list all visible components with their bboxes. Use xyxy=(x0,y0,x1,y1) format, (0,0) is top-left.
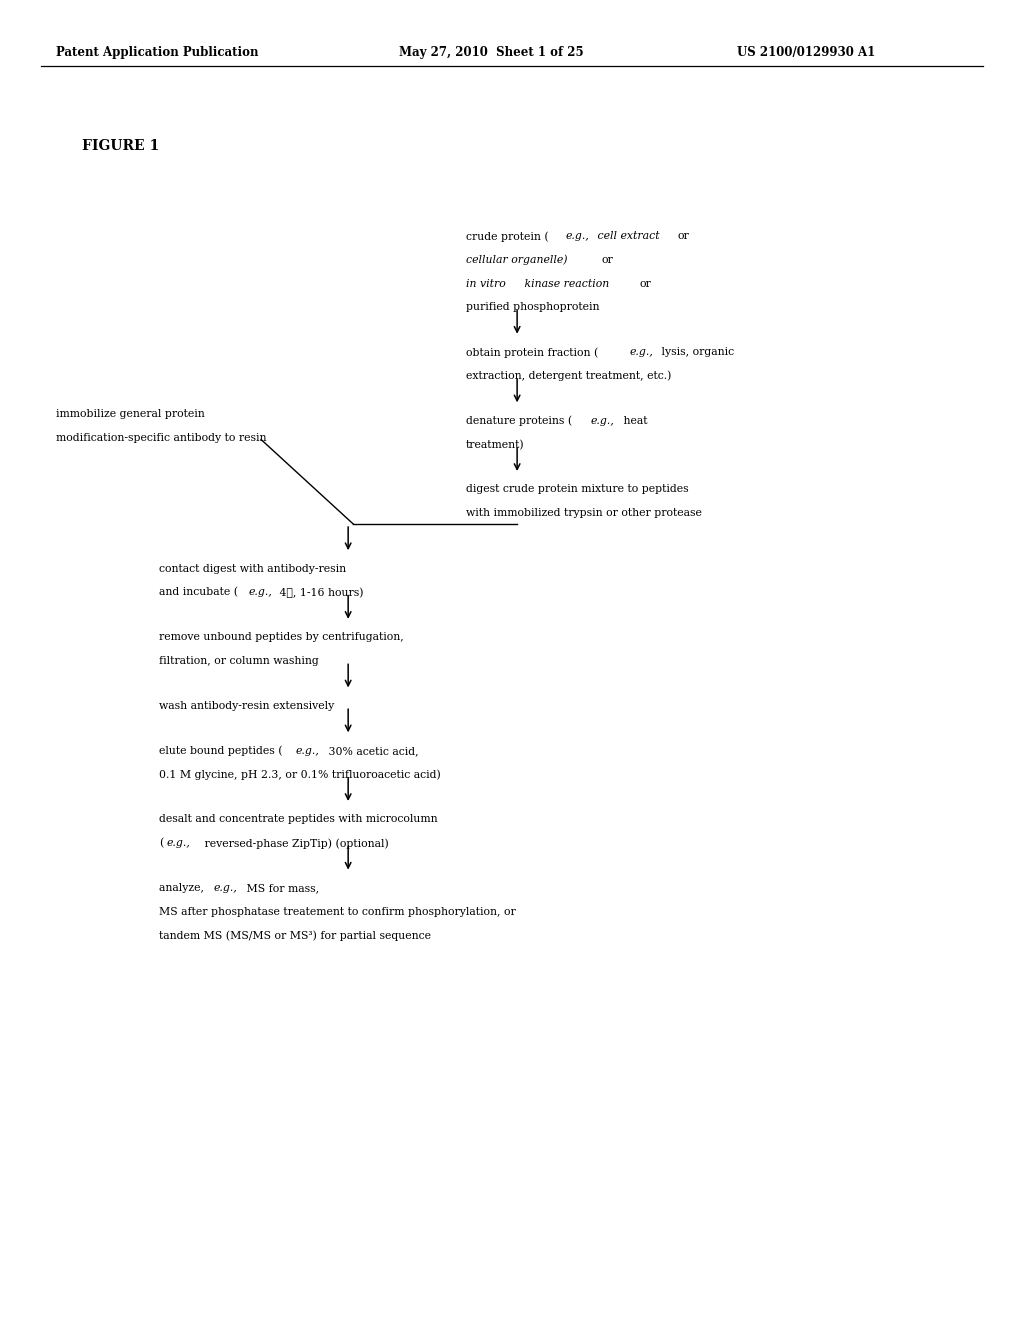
Text: tandem MS (MS/MS or MS³) for partial sequence: tandem MS (MS/MS or MS³) for partial seq… xyxy=(159,931,431,941)
Text: 4ℓ, 1-16 hours): 4ℓ, 1-16 hours) xyxy=(276,587,364,598)
Text: and incubate (: and incubate ( xyxy=(159,587,238,598)
Text: in vitro: in vitro xyxy=(466,279,506,289)
Text: or: or xyxy=(601,255,612,265)
Text: treatment): treatment) xyxy=(466,440,524,450)
Text: immobilize general protein: immobilize general protein xyxy=(56,409,205,420)
Text: obtain protein fraction (: obtain protein fraction ( xyxy=(466,347,598,358)
Text: desalt and concentrate peptides with microcolumn: desalt and concentrate peptides with mic… xyxy=(159,814,437,825)
Text: extraction, detergent treatment, etc.): extraction, detergent treatment, etc.) xyxy=(466,371,672,381)
Text: 0.1 M glycine, pH 2.3, or 0.1% trifluoroacetic acid): 0.1 M glycine, pH 2.3, or 0.1% trifluoro… xyxy=(159,770,440,780)
Text: e.g.,: e.g., xyxy=(630,347,653,358)
Text: contact digest with antibody-resin: contact digest with antibody-resin xyxy=(159,564,346,574)
Text: e.g.,: e.g., xyxy=(565,231,589,242)
Text: e.g.,: e.g., xyxy=(296,746,319,756)
Text: or: or xyxy=(640,279,651,289)
Text: e.g.,: e.g., xyxy=(591,416,614,426)
Text: e.g.,: e.g., xyxy=(167,838,190,849)
Text: or: or xyxy=(678,231,689,242)
Text: cell extract: cell extract xyxy=(594,231,664,242)
Text: crude protein (: crude protein ( xyxy=(466,231,549,242)
Text: analyze,: analyze, xyxy=(159,883,207,894)
Text: MS for mass,: MS for mass, xyxy=(243,883,318,894)
Text: elute bound peptides (: elute bound peptides ( xyxy=(159,746,283,756)
Text: heat: heat xyxy=(620,416,647,426)
Text: filtration, or column washing: filtration, or column washing xyxy=(159,656,318,667)
Text: e.g.,: e.g., xyxy=(249,587,272,598)
Text: 30% acetic acid,: 30% acetic acid, xyxy=(325,746,418,756)
Text: wash antibody-resin extensively: wash antibody-resin extensively xyxy=(159,701,334,711)
Text: FIGURE 1: FIGURE 1 xyxy=(82,139,159,153)
Text: kinase reaction: kinase reaction xyxy=(521,279,613,289)
Text: denature proteins (: denature proteins ( xyxy=(466,416,572,426)
Text: remove unbound peptides by centrifugation,: remove unbound peptides by centrifugatio… xyxy=(159,632,403,643)
Text: modification-specific antibody to resin: modification-specific antibody to resin xyxy=(56,433,267,444)
Text: lysis, organic: lysis, organic xyxy=(658,347,734,358)
Text: with immobilized trypsin or other protease: with immobilized trypsin or other protea… xyxy=(466,508,701,519)
Text: Patent Application Publication: Patent Application Publication xyxy=(56,46,259,59)
Text: digest crude protein mixture to peptides: digest crude protein mixture to peptides xyxy=(466,484,688,495)
Text: purified phosphoprotein: purified phosphoprotein xyxy=(466,302,599,313)
Text: e.g.,: e.g., xyxy=(214,883,238,894)
Text: May 27, 2010  Sheet 1 of 25: May 27, 2010 Sheet 1 of 25 xyxy=(399,46,584,59)
Text: reversed-phase ZipTip) (optional): reversed-phase ZipTip) (optional) xyxy=(201,838,388,849)
Text: MS after phosphatase treatement to confirm phosphorylation, or: MS after phosphatase treatement to confi… xyxy=(159,907,515,917)
Text: (: ( xyxy=(159,838,163,849)
Text: US 2100/0129930 A1: US 2100/0129930 A1 xyxy=(737,46,876,59)
Text: cellular organelle): cellular organelle) xyxy=(466,255,571,265)
